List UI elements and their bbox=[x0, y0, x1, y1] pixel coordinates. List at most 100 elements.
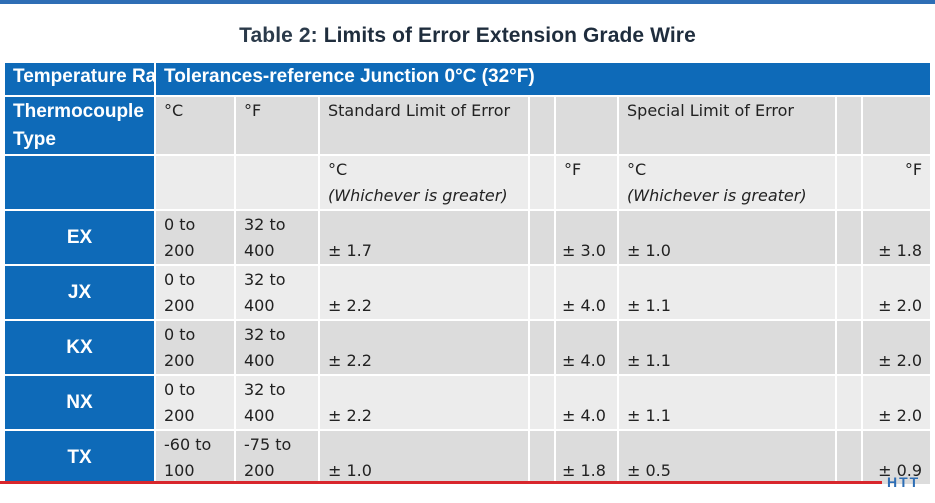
spacer-cell bbox=[528, 209, 556, 266]
spacer-cell bbox=[528, 374, 556, 431]
spc-fahrenheit-value: ± 2.0 bbox=[860, 374, 933, 431]
range-end: 400 bbox=[244, 296, 275, 315]
header-row-2: Thermocouple Type °C °F Standard Limit o… bbox=[3, 95, 933, 156]
thermo-type-header: Thermocouple Type bbox=[3, 95, 156, 156]
celsius-range: 0 to 200 bbox=[154, 209, 236, 266]
spc-fahrenheit-value: ± 2.0 bbox=[860, 319, 933, 376]
thermocouple-type: NX bbox=[3, 374, 156, 431]
range-end: 200 bbox=[164, 351, 195, 370]
fahrenheit-range: 32 to 400 bbox=[234, 374, 320, 431]
fahrenheit-range: -75 to 200 bbox=[234, 429, 320, 486]
blank-cell bbox=[234, 154, 320, 211]
std-celsius-subheader: °C (Whichever is greater) bbox=[318, 154, 530, 211]
fahrenheit-range: 32 to 400 bbox=[234, 209, 320, 266]
range-end: 200 bbox=[164, 296, 195, 315]
std-fahrenheit-value: ± 3.0 bbox=[554, 209, 619, 266]
range-start: 0 to bbox=[164, 325, 196, 344]
htt-logo: HTT bbox=[887, 474, 921, 490]
std-celsius-value: ± 2.2 bbox=[318, 374, 530, 431]
table-row: JX 0 to 200 32 to 400 ± 2.2 ± 4.0 ± 1.1 ± 2.0 bbox=[3, 264, 933, 321]
range-start: -75 to bbox=[244, 435, 292, 454]
fahrenheit-range: 32 to 400 bbox=[234, 264, 320, 321]
spc-celsius-value: ± 0.5 bbox=[617, 429, 837, 486]
std-celsius-value: ± 2.2 bbox=[318, 319, 530, 376]
std-fahrenheit-value: ± 1.8 bbox=[554, 429, 619, 486]
range-end: 200 bbox=[244, 461, 275, 480]
thermocouple-type: JX bbox=[3, 264, 156, 321]
table-caption: Limits of Error Extension Grade Wire bbox=[323, 24, 696, 47]
spacer-cell bbox=[528, 429, 556, 486]
std-fahrenheit-value: ± 4.0 bbox=[554, 264, 619, 321]
range-end: 400 bbox=[244, 351, 275, 370]
spacer-cell bbox=[835, 95, 863, 156]
celsius-range: 0 to 200 bbox=[154, 374, 236, 431]
std-celsius-value: ± 1.7 bbox=[318, 209, 530, 266]
spacer-cell bbox=[835, 264, 863, 321]
spacer-cell bbox=[835, 209, 863, 266]
std-celsius-unit: °C bbox=[328, 160, 348, 179]
fahrenheit-range: 32 to 400 bbox=[234, 319, 320, 376]
spacer-cell bbox=[528, 264, 556, 321]
celsius-range: 0 to 200 bbox=[154, 319, 236, 376]
thermocouple-type: TX bbox=[3, 429, 156, 486]
std-fahrenheit-value: ± 4.0 bbox=[554, 374, 619, 431]
range-end: 200 bbox=[164, 406, 195, 425]
table-row: EX 0 to 200 32 to 400 ± 1.7 ± 3.0 ± 1.0 ± 1.8 bbox=[3, 209, 933, 266]
bottom-rule bbox=[0, 481, 882, 484]
spc-celsius-value: ± 1.1 bbox=[617, 264, 837, 321]
spacer-cell bbox=[835, 154, 863, 211]
std-celsius-value: ± 2.2 bbox=[318, 264, 530, 321]
range-end: 400 bbox=[244, 241, 275, 260]
range-start: -60 to bbox=[164, 435, 212, 454]
std-fahrenheit-subheader: °F bbox=[554, 154, 619, 211]
spc-fahrenheit-value: ± 0.9 bbox=[860, 429, 933, 486]
spc-fahrenheit-value: ± 1.8 bbox=[860, 209, 933, 266]
range-start: 32 to bbox=[244, 215, 286, 234]
spc-whichever-note: (Whichever is greater) bbox=[627, 186, 807, 205]
spc-fahrenheit-subheader: °F bbox=[860, 154, 933, 211]
table-row: NX 0 to 200 32 to 400 ± 2.2 ± 4.0 ± 1.1 ± 2.0 bbox=[3, 374, 933, 431]
spc-celsius-value: ± 1.1 bbox=[617, 319, 837, 376]
spacer-cell bbox=[835, 319, 863, 376]
celsius-range: -60 to 100 bbox=[154, 429, 236, 486]
fahrenheit-header: °F bbox=[234, 95, 320, 156]
range-start: 0 to bbox=[164, 380, 196, 399]
spc-fahrenheit-value: ± 2.0 bbox=[860, 264, 933, 321]
range-start: 32 to bbox=[244, 270, 286, 289]
std-whichever-note: (Whichever is greater) bbox=[328, 186, 508, 205]
std-celsius-value: ± 1.0 bbox=[318, 429, 530, 486]
spacer-cell bbox=[528, 95, 556, 156]
table-number: Table 2: bbox=[239, 24, 318, 47]
range-end: 200 bbox=[164, 241, 195, 260]
header-row-3: °C (Whichever is greater) °F °C (Whichev… bbox=[3, 154, 933, 211]
tolerances-header: Tolerances-reference Junction 0°C (32°F) bbox=[153, 61, 933, 97]
blank-header-cell bbox=[3, 154, 156, 211]
spc-celsius-value: ± 1.1 bbox=[617, 374, 837, 431]
spc-celsius-value: ± 1.0 bbox=[617, 209, 837, 266]
special-limit-header: Special Limit of Error bbox=[617, 95, 837, 156]
spacer-cell bbox=[528, 154, 556, 211]
spacer-cell bbox=[528, 319, 556, 376]
range-start: 0 to bbox=[164, 215, 196, 234]
top-rule bbox=[0, 0, 935, 4]
range-start: 32 to bbox=[244, 380, 286, 399]
spacer-cell bbox=[860, 95, 933, 156]
range-start: 32 to bbox=[244, 325, 286, 344]
table-row: TX -60 to 100 -75 to 200 ± 1.0 ± 1.8 ± 0.5 ± 0.9 bbox=[3, 429, 933, 486]
header-row-1: Temperature Range Tolerances-reference J… bbox=[3, 61, 933, 97]
range-start: 0 to bbox=[164, 270, 196, 289]
spc-celsius-subheader: °C (Whichever is greater) bbox=[617, 154, 837, 211]
spacer-cell bbox=[554, 95, 619, 156]
limits-table: Temperature Range Tolerances-reference J… bbox=[3, 61, 933, 486]
spc-celsius-unit: °C bbox=[627, 160, 647, 179]
temp-range-header: Temperature Range bbox=[3, 61, 156, 97]
table-title: Table 2: Limits of Error Extension Grade… bbox=[0, 24, 935, 48]
celsius-range: 0 to 200 bbox=[154, 264, 236, 321]
celsius-header: °C bbox=[154, 95, 236, 156]
blank-cell bbox=[154, 154, 236, 211]
thermocouple-type: KX bbox=[3, 319, 156, 376]
thermocouple-type: EX bbox=[3, 209, 156, 266]
standard-limit-header: Standard Limit of Error bbox=[318, 95, 530, 156]
spacer-cell bbox=[835, 374, 863, 431]
range-end: 100 bbox=[164, 461, 195, 480]
